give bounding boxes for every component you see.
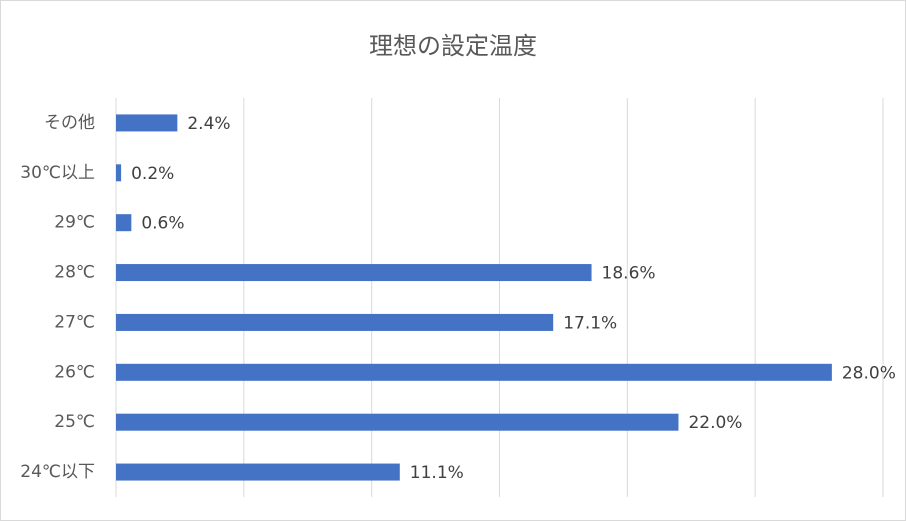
category-label: 26℃: [54, 362, 95, 382]
data-label: 18.6%: [602, 264, 656, 284]
data-label: 11.1%: [410, 463, 464, 483]
data-label: 17.1%: [563, 313, 617, 333]
data-label: 0.6%: [141, 214, 184, 234]
bar: [116, 264, 592, 282]
data-label: 22.0%: [688, 413, 742, 433]
bar: [116, 363, 832, 381]
category-label: 25℃: [54, 412, 95, 432]
category-label: 28℃: [54, 263, 95, 283]
bar: [116, 164, 122, 182]
bar: [116, 463, 400, 481]
category-label: 30℃以上: [20, 163, 95, 183]
chart-title: 理想の設定温度: [369, 32, 537, 60]
data-label: 0.2%: [131, 164, 174, 184]
category-label: 29℃: [54, 213, 95, 233]
bar: [116, 313, 554, 331]
bar: [116, 114, 178, 132]
bar: [116, 214, 132, 232]
data-label: 28.0%: [842, 363, 896, 383]
bar: [116, 413, 679, 431]
category-label: その他: [44, 113, 95, 133]
category-label: 27℃: [54, 312, 95, 332]
category-label: 24℃以下: [20, 462, 95, 482]
data-label: 2.4%: [187, 114, 230, 134]
